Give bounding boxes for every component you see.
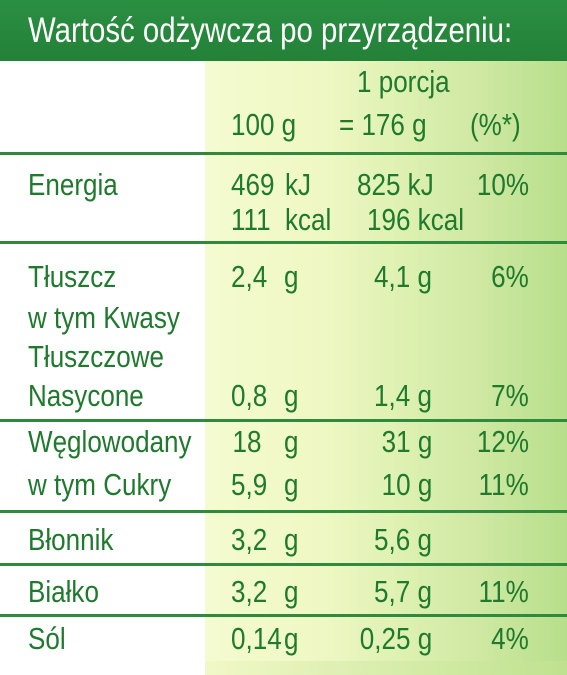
row-label-tluszcz: Tłuszcz <box>28 259 117 294</box>
kwasy-100g-value: 0,8 <box>231 378 268 413</box>
header-divider <box>0 152 567 155</box>
energia-kcal-100g-unit: kcal <box>285 202 332 237</box>
weglowodany-percent: 12% <box>476 424 529 459</box>
energia-kcal-100g-value: 111 <box>231 202 271 237</box>
divider-bialko <box>0 614 567 617</box>
row-label-kwasy-line2: Tłuszczowe <box>28 339 165 374</box>
row-label-cukry: w tym Cukry <box>28 467 172 502</box>
weglowodany-100g-value: 18 <box>232 424 261 459</box>
column-header-portion-line2: = 176 g <box>339 107 427 142</box>
divider-blonnik <box>0 563 567 566</box>
nutrition-title: Wartość odżywcza po przyrządzeniu: <box>28 11 513 50</box>
row-label-kwasy-line1: w tym Kwasy <box>28 300 180 335</box>
weglowodany-100g-unit: g <box>284 424 299 459</box>
bottom-strip <box>0 661 567 675</box>
tluszcz-percent: 6% <box>491 259 529 294</box>
cukry-100g-value: 5,9 <box>231 467 268 502</box>
sol-portion: 0,25 g <box>359 621 432 656</box>
cukry-100g-unit: g <box>284 467 299 502</box>
row-label-bialko: Białko <box>28 574 99 609</box>
sol-100g-value: 0,14 <box>231 621 282 656</box>
kwasy-portion: 1,4 g <box>374 378 432 413</box>
header-bar: Wartość odżywcza po przyrządzeniu: <box>0 0 567 61</box>
bialko-portion: 5,7 g <box>374 574 432 609</box>
row-label-weglowodany: Węglowodany <box>28 424 192 459</box>
energia-kcal-portion: 196 kcal <box>367 202 464 237</box>
kwasy-percent: 7% <box>491 378 529 413</box>
tluszcz-portion: 4,1 g <box>374 259 432 294</box>
cukry-percent: 11% <box>478 467 529 502</box>
divider-weglowodany <box>0 510 567 513</box>
kwasy-100g-unit: g <box>284 378 299 413</box>
row-label-energia: Energia <box>28 167 118 202</box>
column-header-100g: 100 g <box>231 107 297 142</box>
blonnik-100g-value: 3,2 <box>231 522 268 557</box>
energia-kj-portion: 825 kJ <box>357 167 434 202</box>
column-header-portion-line1: 1 porcja <box>357 64 450 99</box>
cukry-portion: 10 g <box>381 467 432 502</box>
divider-tluszcz <box>0 419 567 422</box>
blonnik-portion: 5,6 g <box>374 522 432 557</box>
bialko-percent: 11% <box>478 574 529 609</box>
energia-percent: 10% <box>476 167 529 202</box>
weglowodany-portion: 31 g <box>381 424 432 459</box>
sol-100g-unit: g <box>284 621 299 656</box>
column-header-percent: (%*) <box>470 107 521 142</box>
blonnik-100g-unit: g <box>284 522 299 557</box>
bialko-100g-value: 3,2 <box>231 574 268 609</box>
divider-energia <box>0 241 567 244</box>
tluszcz-100g-unit: g <box>284 259 299 294</box>
row-label-sol: Sól <box>28 621 66 656</box>
energia-kj-100g-unit: kJ <box>285 167 312 202</box>
row-label-kwasy-line3: Nasycone <box>28 378 144 413</box>
bialko-100g-unit: g <box>284 574 299 609</box>
tluszcz-100g-value: 2,4 <box>231 259 268 294</box>
energia-kj-100g-value: 469 <box>231 167 275 202</box>
sol-percent: 4% <box>491 621 529 656</box>
row-label-blonnik: Błonnik <box>28 522 114 557</box>
